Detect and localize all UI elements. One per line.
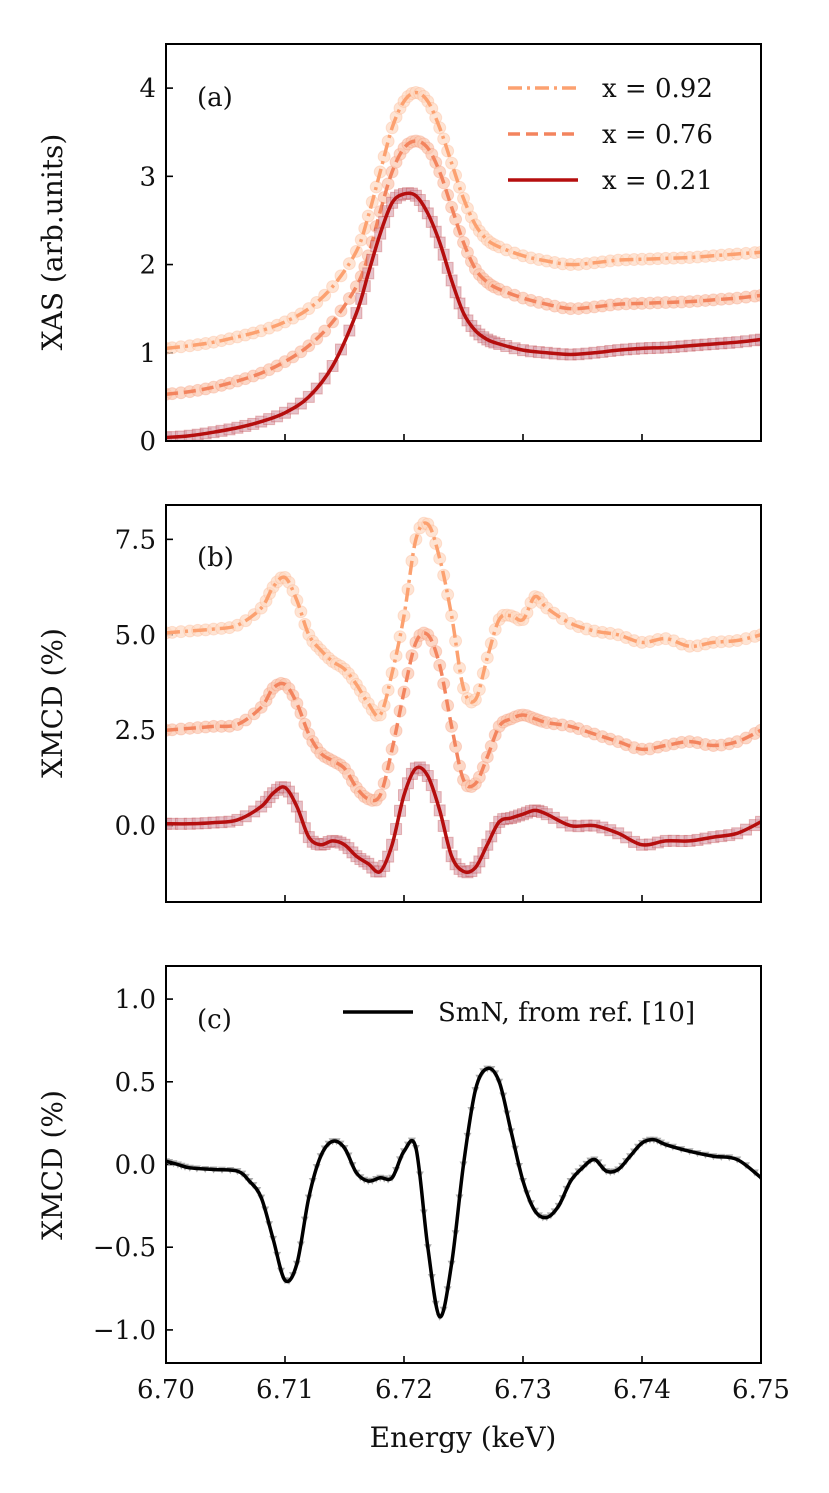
x-tick-label: 6.70 [137,1375,195,1405]
data-point [754,723,761,737]
y-tick-label: 1.0 [115,985,156,1015]
panel-a-xas: 0 1 2 3 4 (a) XAS (arb.units) x = 0.92 x = 0… [36,43,762,457]
panel-b-label: (b) [197,543,234,573]
series-line-smn-from-ref-10 [166,1066,761,1319]
panel-c-series [166,1065,761,1321]
panel-c-x-axis-title: Energy (keV) [370,1421,557,1454]
panel-c-x-ticks: 6.70 6.71 6.72 6.73 6.74 6.75 [137,1356,790,1405]
x-tick-label: 6.71 [256,1375,314,1405]
legend-label-x021: x = 0.21 [602,166,713,196]
data-point [449,212,463,226]
panel-c-y-axis-title: XMCD (%) [36,1090,69,1240]
y-tick-label: 0.0 [115,812,156,842]
panel-c-smn-xmcd: −1.0−0.50.00.51.0 6.70 6.71 6.72 6.73 6.74 6.… [36,965,790,1454]
y-tick-label: −0.5 [93,1233,156,1263]
panel-a-legend: x = 0.92 x = 0.76 x = 0.21 [508,74,713,196]
data-point [480,651,494,665]
x-tick-label: 6.72 [375,1375,433,1405]
series-line-x-0-21 [166,191,761,440]
panel-b-x-ticks [165,895,762,902]
y-tick-label: 2.5 [115,716,156,746]
panel-b-y-axis-title: XMCD (%) [36,628,69,778]
series-line-x-0-92 [166,521,761,718]
data-point [369,180,383,194]
y-tick-label: 0.5 [115,1068,156,1098]
panel-a-x-ticks [165,434,762,441]
panel-c-y-ticks: −1.0 −0.5 0.0 0.5 1.0 [93,985,173,1346]
series-line-x-0-76 [166,139,761,396]
x-tick-label: 6.75 [732,1375,790,1405]
panel-c-label: (c) [197,1005,232,1035]
y-tick-label: 4 [139,74,156,104]
y-tick-label: −1.0 [93,1316,156,1346]
panel-a-frame [165,43,762,442]
data-point [472,683,486,697]
panel-b-series [166,516,761,879]
panel-a-series [166,86,761,441]
panel-b-frame [165,504,762,903]
panel-b-xmcd: 0.0 2.5 5.0 7.5 (b) XMCD (%) [36,504,762,903]
legend-label-smn: SmN, from ref. [10] [438,998,695,1028]
y-tick-label: 7.5 [115,525,156,555]
data-point [445,609,459,623]
panel-a-y-ticks: 0 1 2 3 4 [139,74,173,457]
series-line-x-0-21 [166,765,761,875]
legend-label-x092: x = 0.92 [602,74,713,104]
y-tick-label: 3 [139,162,156,192]
y-tick-label: 2 [139,251,156,281]
x-tick-label: 6.74 [613,1375,671,1405]
data-point [393,630,407,644]
y-tick-label: 0.0 [115,1151,156,1181]
data-point [484,739,498,753]
legend-label-x076: x = 0.76 [602,120,713,150]
panel-b-y-ticks: 0.0 2.5 5.0 7.5 [115,525,173,842]
y-tick-label: 1 [139,339,156,369]
panel-c-legend: SmN, from ref. [10] [343,998,695,1028]
x-tick-label: 6.73 [494,1375,552,1405]
panel-a-y-axis-title: XAS (arb.units) [36,134,69,351]
y-tick-label: 0 [139,427,156,457]
markers-smn-from-ref-10 [166,1065,761,1321]
data-point [294,605,308,619]
y-tick-label: 5.0 [115,621,156,651]
data-point [437,132,451,146]
panel-c-frame [165,965,762,1364]
panel-a-label: (a) [197,83,233,113]
series-line-x-0-92 [166,90,761,351]
